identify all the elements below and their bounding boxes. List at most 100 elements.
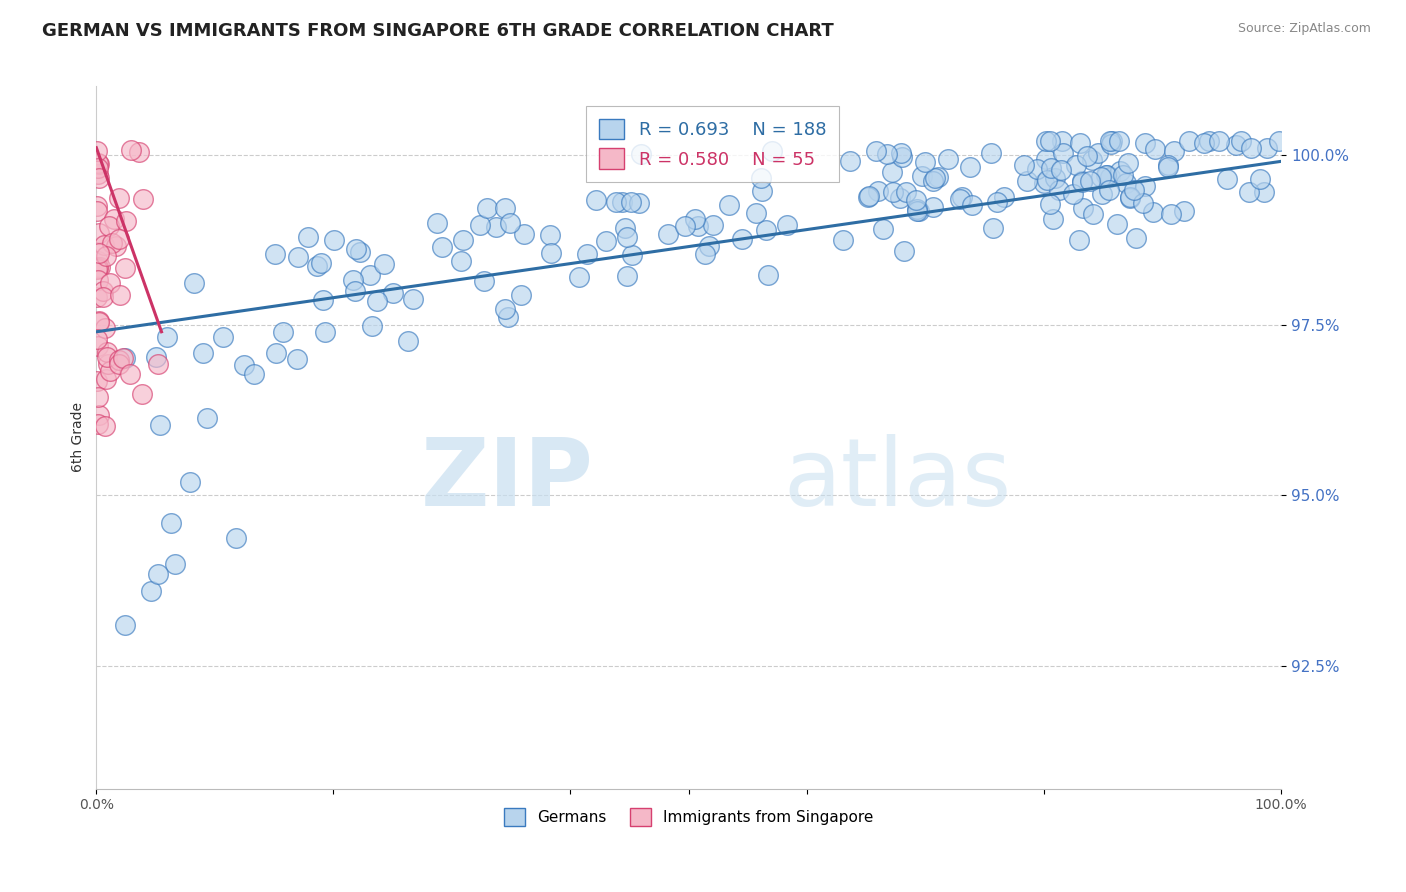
Point — [86, 204, 108, 219]
Text: atlas: atlas — [783, 434, 1012, 525]
Point — [891, 150, 914, 164]
Point — [108, 357, 131, 371]
Point — [266, 345, 288, 359]
Point — [1071, 175, 1094, 189]
Point — [468, 218, 491, 232]
Point — [568, 269, 591, 284]
Point — [893, 244, 915, 259]
Point — [108, 191, 131, 205]
Point — [402, 292, 425, 306]
Point — [225, 531, 247, 545]
Point — [949, 192, 972, 206]
Point — [1090, 169, 1112, 184]
Point — [94, 320, 117, 334]
Point — [876, 146, 898, 161]
Point — [856, 190, 879, 204]
Point — [1122, 183, 1144, 197]
Point — [1080, 153, 1102, 167]
Point — [749, 170, 772, 185]
Point — [472, 274, 495, 288]
Point — [1035, 173, 1057, 187]
Point — [1268, 134, 1291, 148]
Point — [89, 157, 111, 171]
Point — [1253, 185, 1275, 199]
Point — [1105, 218, 1128, 232]
Text: ZIP: ZIP — [420, 434, 593, 525]
Point — [657, 227, 679, 242]
Point — [1047, 183, 1070, 197]
Point — [1249, 171, 1271, 186]
Point — [959, 161, 981, 175]
Point — [1118, 190, 1140, 204]
Point — [585, 193, 607, 207]
Point — [87, 417, 110, 431]
Point — [1135, 178, 1157, 193]
Point — [86, 260, 108, 275]
Point — [114, 351, 136, 366]
Point — [1198, 134, 1220, 148]
Point — [494, 301, 516, 316]
Point — [1039, 197, 1062, 211]
Point — [1012, 158, 1035, 172]
Point — [148, 566, 170, 581]
Point — [89, 171, 111, 186]
Point — [179, 475, 201, 489]
Point — [921, 200, 943, 214]
Point — [630, 147, 652, 161]
Point — [950, 190, 973, 204]
Point — [1239, 185, 1261, 199]
Point — [344, 242, 367, 256]
Point — [1115, 176, 1137, 190]
Point — [115, 214, 138, 228]
Text: GERMAN VS IMMIGRANTS FROM SINGAPORE 6TH GRADE CORRELATION CHART: GERMAN VS IMMIGRANTS FROM SINGAPORE 6TH … — [42, 22, 834, 40]
Point — [86, 332, 108, 346]
Point — [114, 260, 136, 275]
Point — [120, 368, 142, 382]
Point — [1025, 162, 1047, 177]
Point — [1081, 207, 1104, 221]
Point — [309, 256, 332, 270]
Point — [87, 260, 110, 275]
Point — [538, 227, 561, 242]
Point — [314, 325, 336, 339]
Point — [595, 234, 617, 248]
Point — [1069, 233, 1091, 247]
Point — [908, 204, 931, 219]
Point — [1095, 168, 1118, 182]
Point — [872, 222, 894, 236]
Point — [183, 276, 205, 290]
Point — [866, 184, 889, 198]
Point — [101, 235, 124, 250]
Point — [108, 232, 131, 246]
Point — [108, 288, 131, 302]
Point — [485, 220, 508, 235]
Point — [1163, 144, 1185, 158]
Point — [1132, 195, 1154, 210]
Point — [475, 202, 498, 216]
Point — [981, 221, 1004, 235]
Point — [87, 390, 110, 404]
Point — [287, 250, 309, 264]
Point — [145, 351, 167, 365]
Point — [1109, 163, 1132, 178]
Point — [96, 345, 118, 359]
Point — [1071, 201, 1094, 215]
Point — [1039, 134, 1062, 148]
Point — [432, 240, 454, 254]
Point — [243, 367, 266, 381]
Point — [613, 220, 636, 235]
Point — [86, 161, 108, 175]
Point — [307, 260, 329, 274]
Point — [86, 144, 108, 158]
Point — [776, 219, 799, 233]
Point — [1040, 161, 1063, 175]
Point — [297, 230, 319, 244]
Point — [745, 206, 768, 220]
Point — [165, 557, 187, 571]
Point — [451, 233, 474, 247]
Point — [93, 290, 115, 304]
Point — [751, 184, 773, 198]
Point — [381, 286, 404, 301]
Point — [114, 618, 136, 632]
Point — [271, 325, 294, 339]
